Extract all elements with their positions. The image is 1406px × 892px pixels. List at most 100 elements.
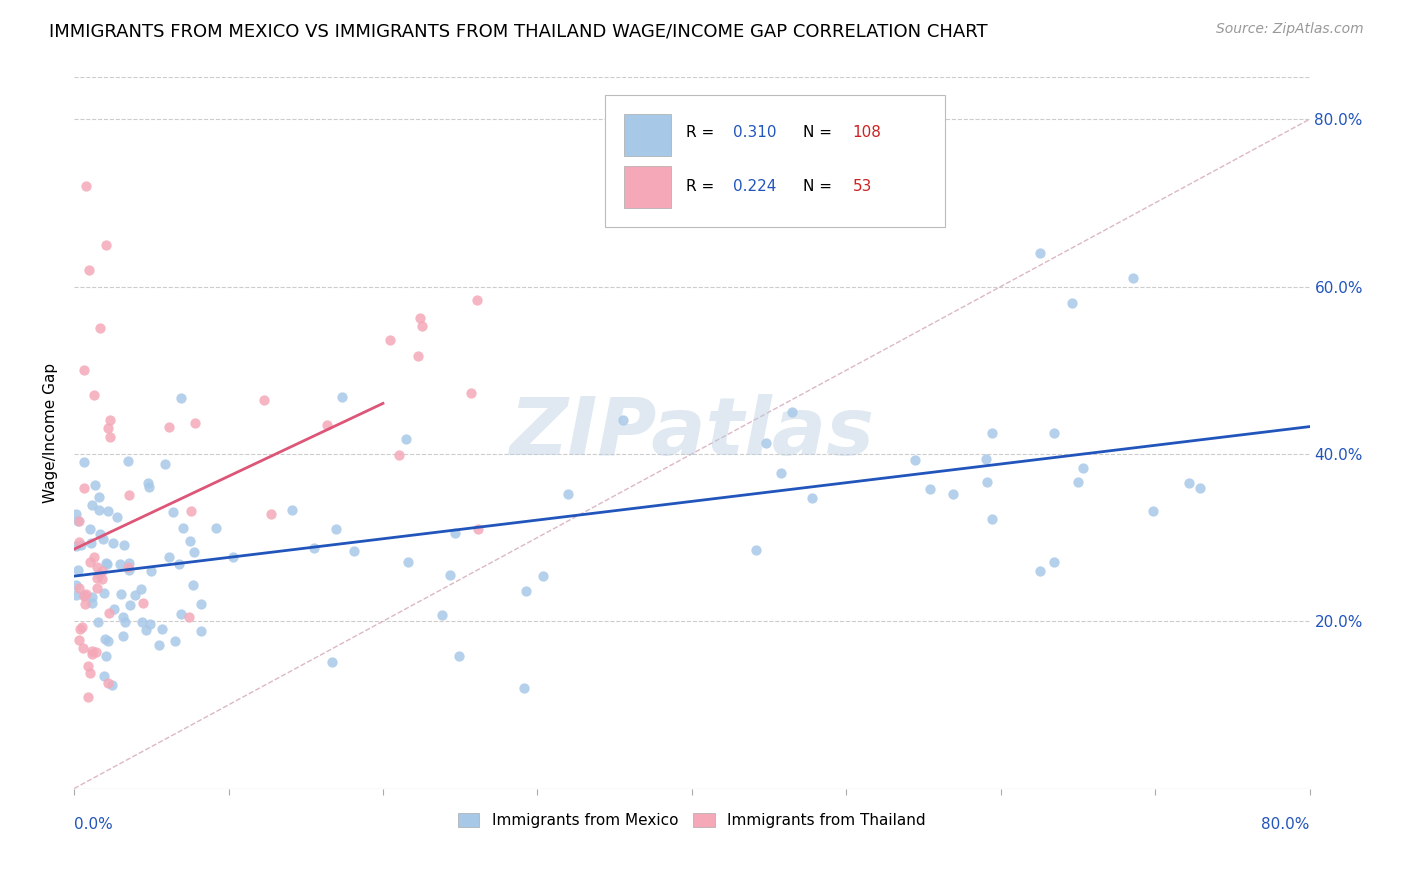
- Point: [531, 569, 554, 583]
- Text: IMMIGRANTS FROM MEXICO VS IMMIGRANTS FROM THAILAND WAGE/INCOME GAP CORRELATION C: IMMIGRANTS FROM MEXICO VS IMMIGRANTS FRO…: [49, 22, 988, 40]
- Point: [97, 504, 120, 518]
- Point: [97, 607, 120, 621]
- Point: [981, 511, 1004, 525]
- Point: [460, 386, 482, 401]
- Point: [378, 334, 401, 348]
- Point: [100, 678, 122, 692]
- Point: [138, 617, 160, 632]
- Point: [101, 535, 124, 549]
- Point: [1060, 296, 1083, 310]
- Point: [112, 538, 135, 552]
- Point: [467, 522, 489, 536]
- Point: [170, 607, 193, 621]
- Point: [330, 391, 353, 405]
- Point: [1029, 564, 1052, 578]
- Point: [65, 578, 87, 592]
- Text: 0.224: 0.224: [733, 178, 776, 194]
- Point: [443, 525, 465, 540]
- Point: [79, 555, 101, 569]
- Point: [86, 560, 108, 574]
- Point: [96, 649, 118, 664]
- Point: [745, 543, 768, 558]
- Point: [93, 632, 115, 646]
- Point: [80, 644, 103, 658]
- Point: [557, 487, 579, 501]
- Point: [97, 634, 120, 648]
- Point: [80, 590, 103, 604]
- Point: [302, 541, 325, 555]
- Point: [1177, 475, 1199, 490]
- Point: [800, 491, 823, 506]
- Point: [513, 681, 536, 695]
- Point: [83, 549, 105, 564]
- Point: [165, 633, 187, 648]
- Point: [97, 676, 120, 690]
- Point: [110, 558, 132, 572]
- Point: [1043, 556, 1066, 570]
- Point: [96, 237, 118, 252]
- Point: [515, 583, 537, 598]
- Point: [69, 622, 91, 636]
- Point: [90, 564, 112, 578]
- Point: [179, 609, 201, 624]
- Point: [131, 615, 153, 630]
- Point: [280, 503, 302, 517]
- Point: [117, 454, 139, 468]
- Point: [1142, 503, 1164, 517]
- Point: [90, 572, 112, 586]
- Point: [66, 563, 89, 577]
- Point: [72, 620, 94, 634]
- Point: [135, 623, 157, 637]
- Point: [72, 455, 94, 469]
- Point: [72, 588, 94, 602]
- Point: [904, 453, 927, 467]
- Point: [1122, 271, 1144, 285]
- Point: [75, 587, 97, 601]
- Point: [449, 649, 471, 664]
- Point: [976, 475, 998, 489]
- Point: [406, 349, 429, 363]
- Point: [1043, 425, 1066, 440]
- Point: [84, 645, 107, 659]
- Point: [974, 452, 997, 467]
- Point: [157, 419, 180, 434]
- Point: [118, 556, 141, 570]
- Point: [89, 526, 111, 541]
- Point: [72, 641, 94, 656]
- Point: [80, 648, 103, 662]
- Point: [411, 319, 433, 334]
- Point: [153, 457, 176, 471]
- Point: [395, 432, 418, 446]
- Point: [86, 582, 108, 596]
- Point: [439, 568, 461, 582]
- Point: [755, 435, 778, 450]
- Point: [183, 578, 205, 592]
- Point: [97, 421, 120, 435]
- Text: R =: R =: [686, 178, 718, 194]
- Point: [87, 503, 110, 517]
- Text: 108: 108: [852, 125, 882, 140]
- Point: [65, 539, 87, 553]
- Point: [67, 514, 90, 528]
- Point: [190, 597, 212, 611]
- Point: [769, 467, 792, 481]
- Point: [87, 490, 110, 504]
- Point: [465, 293, 488, 307]
- Point: [180, 504, 202, 518]
- Point: [167, 557, 190, 571]
- Point: [73, 481, 96, 495]
- Point: [76, 658, 98, 673]
- Point: [89, 566, 111, 581]
- Point: [111, 609, 134, 624]
- Text: 0.0%: 0.0%: [75, 817, 112, 832]
- Point: [69, 538, 91, 552]
- Point: [179, 534, 201, 549]
- Point: [98, 430, 121, 444]
- Point: [780, 405, 803, 419]
- Text: ZIPatlas: ZIPatlas: [509, 394, 875, 472]
- Point: [388, 448, 411, 462]
- Point: [79, 522, 101, 536]
- Point: [315, 418, 337, 433]
- Text: R =: R =: [686, 125, 718, 140]
- Point: [65, 508, 87, 522]
